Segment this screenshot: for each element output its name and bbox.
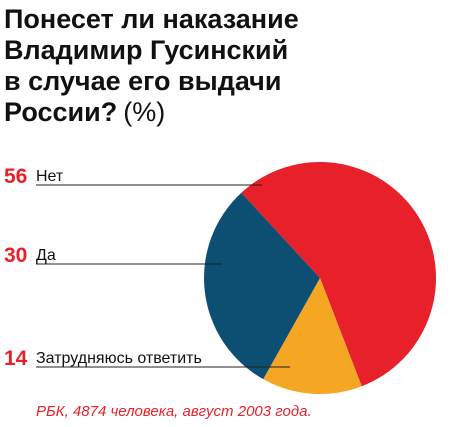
- chart-title: Владимир Гусинский: [4, 35, 288, 65]
- unit: (%): [123, 97, 165, 127]
- chart-title: России? (%): [4, 97, 165, 127]
- source: РБК, 4874 человека, август 2003 года.: [36, 403, 312, 420]
- pie-slice: [203, 192, 320, 380]
- category-label: Затрудняюсь ответить: [36, 350, 202, 367]
- pie-slice: [263, 278, 362, 394]
- chart-title: Понесет ли наказание: [4, 4, 299, 34]
- chart-title: в случае его выдачи: [4, 66, 281, 96]
- category-label: Да: [36, 247, 56, 264]
- value-label: 14: [4, 347, 28, 370]
- pie-slice: [241, 161, 437, 387]
- category-label: Нет: [36, 168, 64, 185]
- value-label: 30: [4, 244, 27, 267]
- value-label: 56: [4, 165, 27, 188]
- chart-title: России?: [4, 97, 117, 127]
